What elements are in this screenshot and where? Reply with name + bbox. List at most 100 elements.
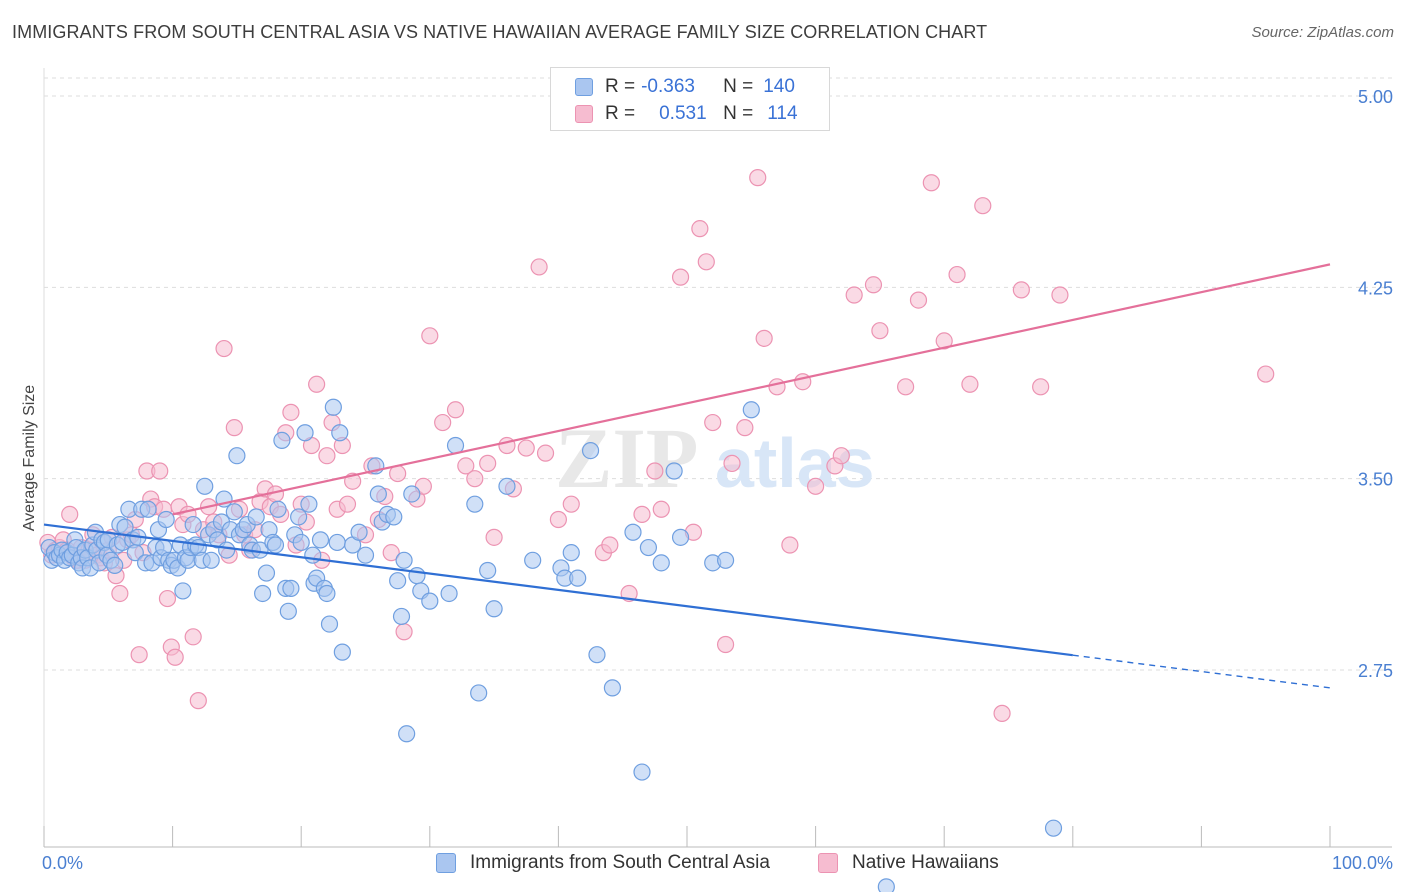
point-immigrants-south-central-asia bbox=[665, 462, 683, 480]
legend-label-native-hawaiians: Native Hawaiians bbox=[852, 852, 999, 873]
point-native-hawaiians bbox=[382, 544, 400, 562]
axes bbox=[43, 68, 1392, 848]
point-native-hawaiians bbox=[282, 403, 300, 421]
point-immigrants-south-central-asia bbox=[671, 528, 690, 546]
native-hawaiians-trend-line bbox=[172, 263, 1331, 516]
point-native-hawaiians bbox=[961, 375, 979, 393]
point-native-hawaiians bbox=[897, 378, 915, 396]
point-immigrants-south-central-asia bbox=[269, 500, 287, 518]
point-native-hawaiians bbox=[338, 495, 357, 513]
point-immigrants-south-central-asia bbox=[196, 477, 214, 495]
point-immigrants-south-central-asia bbox=[106, 556, 124, 575]
point-immigrants-south-central-asia bbox=[228, 447, 246, 465]
point-native-hawaiians bbox=[1257, 365, 1275, 383]
point-immigrants-south-central-asia bbox=[395, 551, 413, 569]
point-immigrants-south-central-asia bbox=[184, 515, 202, 534]
point-immigrants-south-central-asia bbox=[304, 546, 322, 564]
point-native-hawaiians bbox=[184, 628, 202, 646]
point-immigrants-south-central-asia bbox=[279, 602, 297, 620]
point-native-hawaiians bbox=[832, 447, 850, 465]
n-value-pink: 114 bbox=[767, 103, 798, 124]
pink-swatch bbox=[575, 105, 593, 123]
point-native-hawaiians bbox=[871, 322, 889, 340]
point-immigrants-south-central-asia bbox=[139, 500, 157, 518]
point-native-hawaiians bbox=[61, 505, 79, 523]
point-immigrants-south-central-asia bbox=[369, 485, 387, 503]
point-immigrants-south-central-asia bbox=[398, 725, 416, 743]
point-native-hawaiians bbox=[517, 439, 535, 457]
point-native-hawaiians bbox=[562, 495, 580, 513]
legend-swatch-pink bbox=[818, 853, 838, 873]
y-tick-label: 2.75 bbox=[1358, 661, 1393, 681]
chart-title: IMMIGRANTS FROM SOUTH CENTRAL ASIA VS NA… bbox=[12, 22, 988, 42]
point-native-hawaiians bbox=[948, 265, 966, 284]
point-immigrants-south-central-asia bbox=[266, 536, 285, 554]
gridlines bbox=[44, 77, 1392, 671]
point-immigrants-south-central-asia bbox=[466, 495, 484, 513]
n-value-blue: 140 bbox=[763, 76, 795, 97]
point-native-hawaiians bbox=[1012, 281, 1030, 299]
point-immigrants-south-central-asia bbox=[157, 510, 175, 529]
point-immigrants-south-central-asia bbox=[652, 554, 670, 572]
point-native-hawaiians bbox=[736, 419, 754, 437]
point-immigrants-south-central-asia bbox=[603, 679, 622, 697]
point-native-hawaiians bbox=[974, 197, 992, 215]
trend-lines bbox=[43, 263, 1331, 689]
point-native-hawaiians bbox=[671, 268, 690, 286]
point-native-hawaiians bbox=[549, 510, 568, 529]
point-immigrants-south-central-asia bbox=[318, 584, 336, 603]
point-native-hawaiians bbox=[130, 646, 148, 664]
point-immigrants-south-central-asia bbox=[588, 646, 606, 664]
point-immigrants-south-central-asia bbox=[1044, 819, 1063, 837]
legend-item-immigrants: Immigrants from South Central Asia bbox=[436, 852, 770, 874]
legend-label-immigrants: Immigrants from South Central Asia bbox=[470, 852, 770, 873]
point-immigrants-south-central-asia bbox=[225, 503, 243, 521]
point-native-hawaiians bbox=[1032, 378, 1050, 396]
point-immigrants-south-central-asia bbox=[254, 584, 272, 603]
point-native-hawaiians bbox=[158, 589, 177, 608]
y-tick-label: 3.50 bbox=[1358, 470, 1393, 490]
point-immigrants-south-central-asia bbox=[524, 551, 542, 569]
point-native-hawaiians bbox=[485, 528, 503, 546]
point-immigrants-south-central-asia bbox=[324, 398, 342, 416]
n-label: N = bbox=[723, 103, 754, 124]
y-tick-label: 5.00 bbox=[1358, 87, 1393, 107]
point-native-hawaiians bbox=[697, 253, 715, 271]
y-tick-labels: 2.75 3.50 4.25 5.00 bbox=[1358, 87, 1393, 681]
series-immigrants-south-central-asia bbox=[40, 398, 1063, 892]
point-native-hawaiians bbox=[308, 375, 326, 393]
stats-row-pink: R = 0.531 N = 114 bbox=[575, 101, 798, 127]
point-native-hawaiians bbox=[633, 505, 651, 523]
r-value-pink: 0.531 bbox=[659, 103, 707, 124]
point-native-hawaiians bbox=[421, 327, 439, 345]
x-tick-label-max: 100.0% bbox=[1332, 853, 1393, 873]
point-immigrants-south-central-asia bbox=[479, 561, 497, 580]
point-native-hawaiians bbox=[922, 174, 940, 192]
legend-swatch-blue bbox=[436, 853, 456, 873]
n-label: N = bbox=[723, 76, 754, 97]
point-immigrants-south-central-asia bbox=[624, 523, 642, 541]
point-native-hawaiians bbox=[318, 447, 336, 465]
point-immigrants-south-central-asia bbox=[389, 572, 407, 590]
x-ticks bbox=[43, 826, 1331, 847]
y-axis-label: Average Family Size bbox=[21, 385, 38, 532]
point-immigrants-south-central-asia bbox=[282, 579, 300, 597]
point-immigrants-south-central-asia bbox=[498, 477, 516, 495]
blue-swatch bbox=[575, 78, 593, 96]
point-immigrants-south-central-asia bbox=[331, 424, 349, 442]
legend-item-native-hawaiians: Native Hawaiians bbox=[818, 852, 999, 874]
point-native-hawaiians bbox=[166, 648, 184, 666]
point-native-hawaiians bbox=[691, 220, 709, 238]
point-immigrants-south-central-asia bbox=[385, 508, 403, 526]
point-native-hawaiians bbox=[993, 704, 1011, 722]
watermark-atlas: atlas bbox=[715, 424, 875, 502]
point-native-hawaiians bbox=[806, 477, 825, 495]
point-native-hawaiians bbox=[395, 623, 413, 641]
point-native-hawaiians bbox=[601, 536, 619, 554]
point-native-hawaiians bbox=[434, 413, 452, 432]
point-immigrants-south-central-asia bbox=[350, 523, 368, 541]
point-native-hawaiians bbox=[781, 536, 799, 554]
point-immigrants-south-central-asia bbox=[333, 643, 351, 661]
point-native-hawaiians bbox=[768, 378, 786, 396]
point-immigrants-south-central-asia bbox=[218, 541, 236, 559]
